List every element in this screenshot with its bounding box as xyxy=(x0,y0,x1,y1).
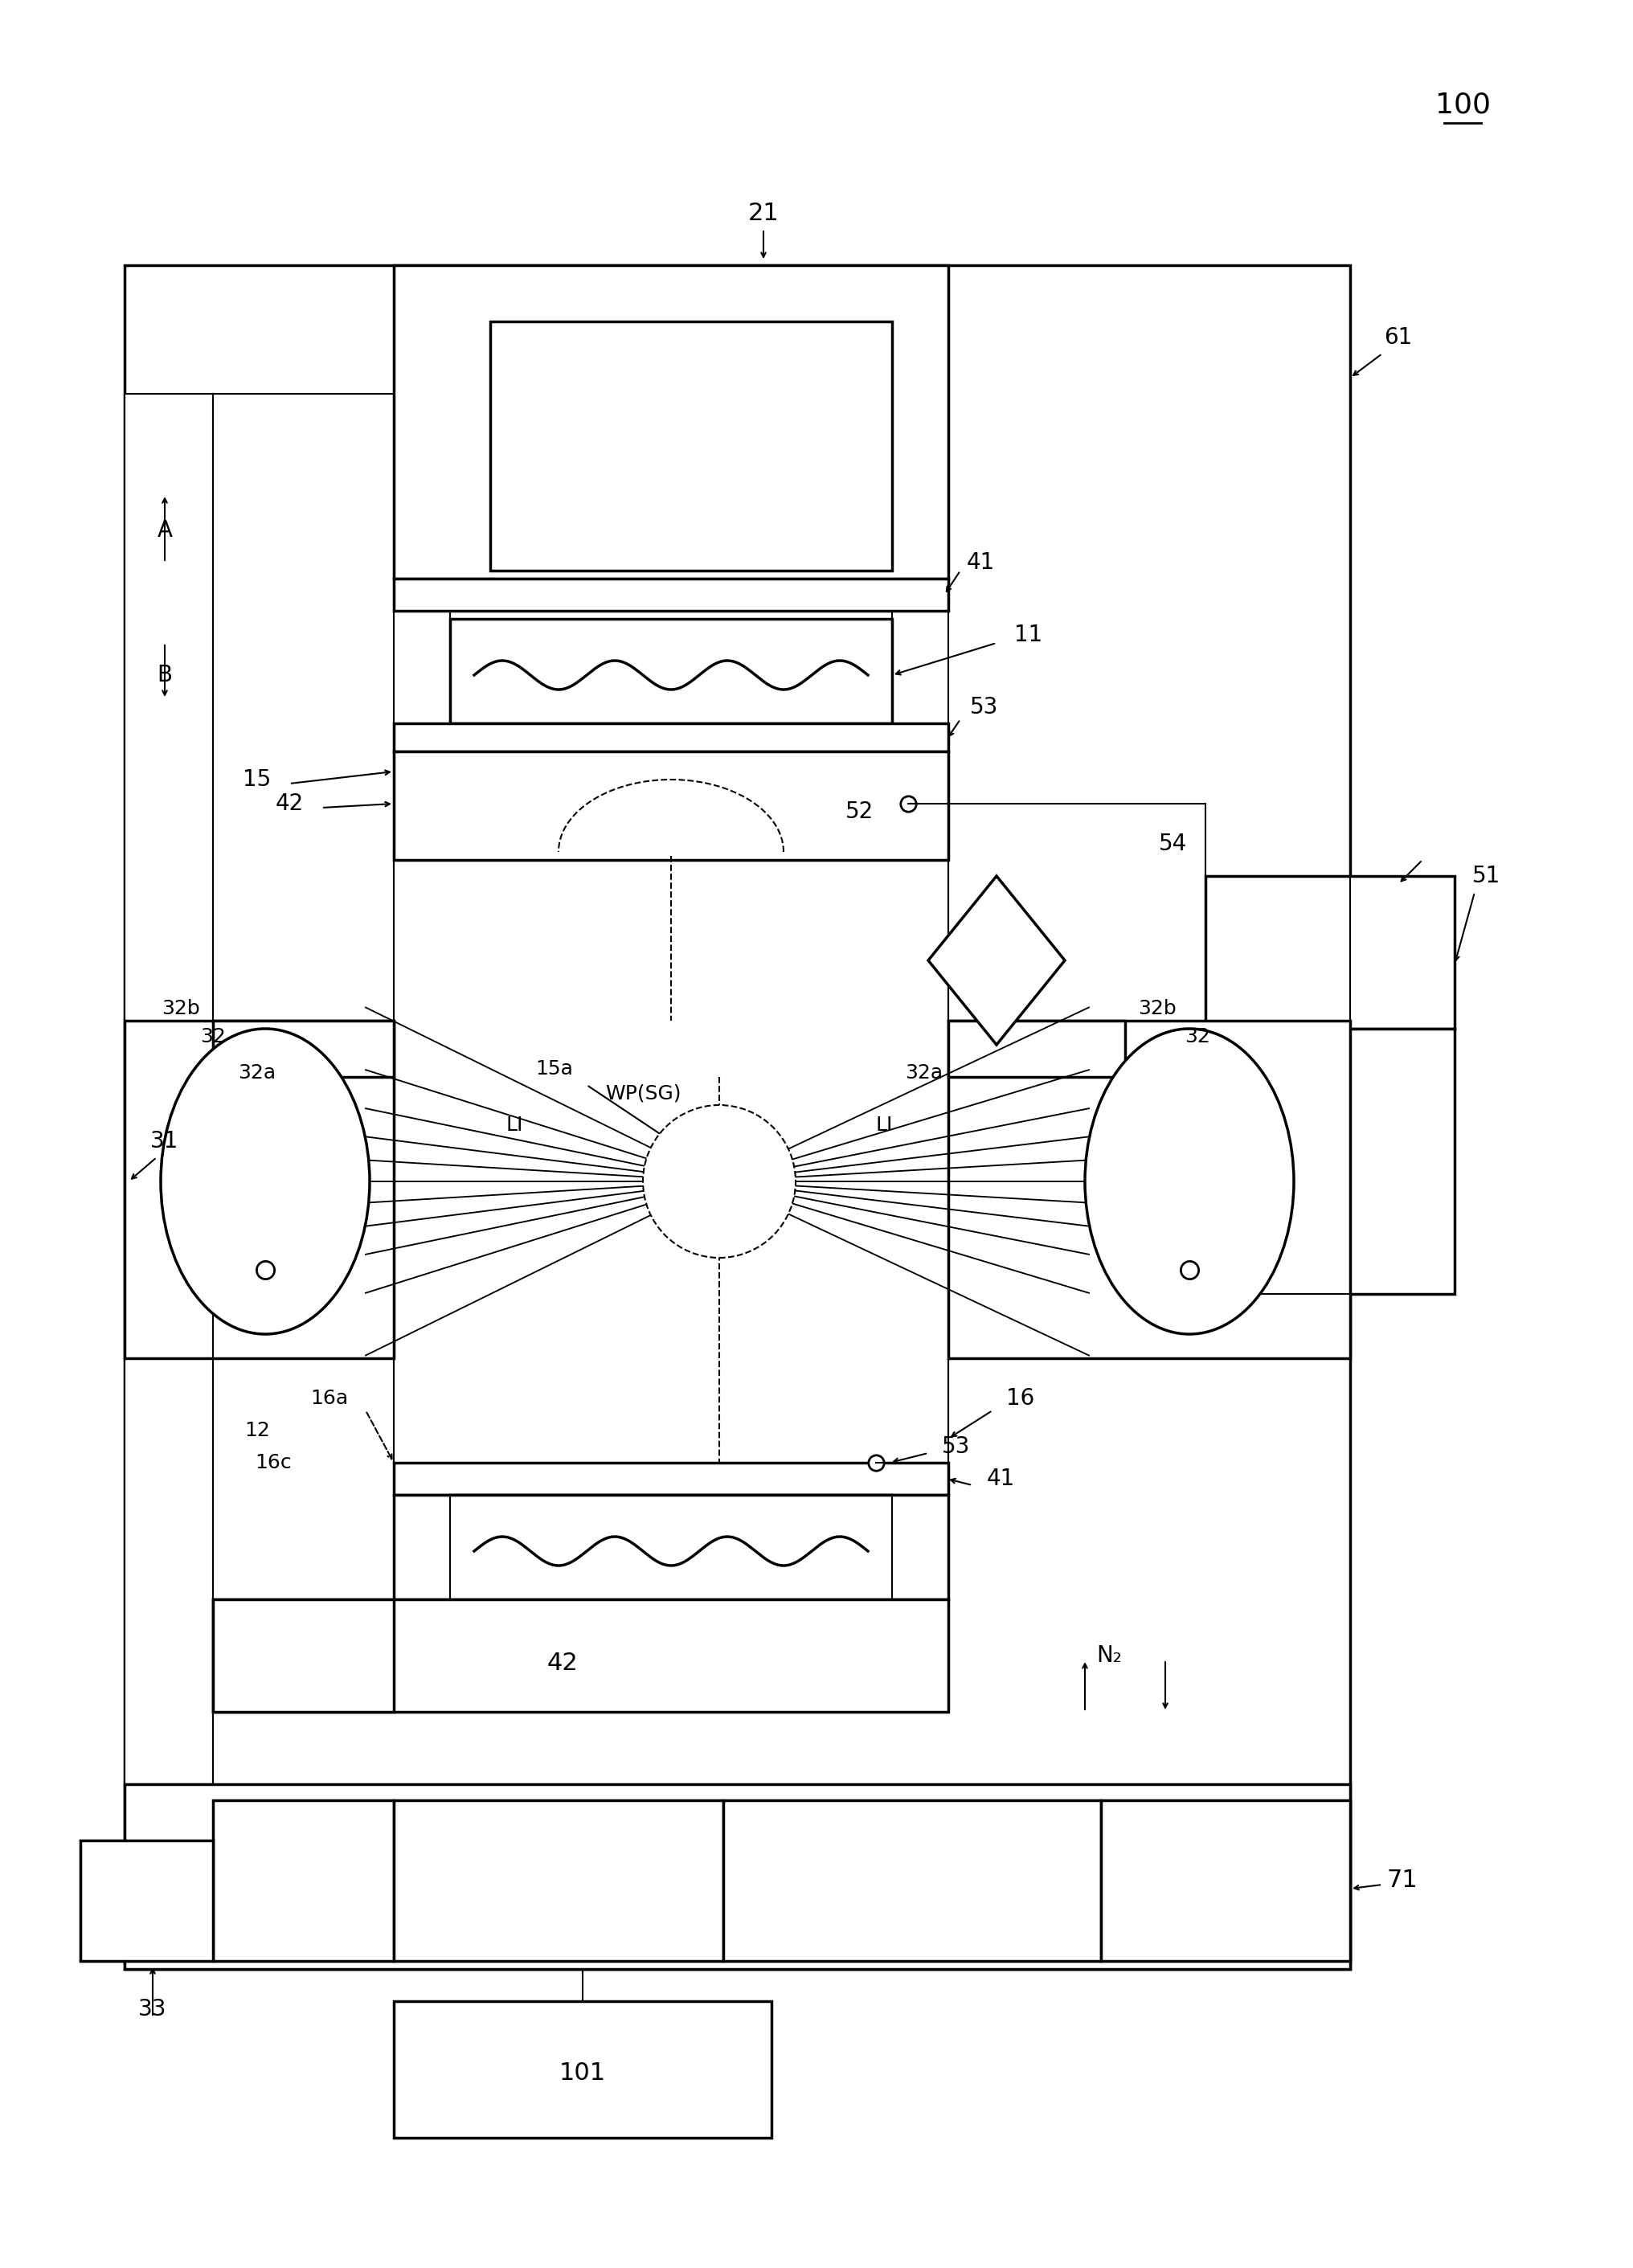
Bar xyxy=(490,322,892,572)
Text: LI: LI xyxy=(506,1116,523,1134)
Text: 41: 41 xyxy=(967,551,994,574)
Text: LI: LI xyxy=(875,1116,893,1134)
Text: B: B xyxy=(157,665,173,687)
Bar xyxy=(212,1801,394,1962)
Text: 15: 15 xyxy=(243,769,271,792)
Text: 16a: 16a xyxy=(310,1388,348,1408)
Bar xyxy=(394,751,949,860)
Text: 41: 41 xyxy=(986,1467,1014,1490)
Text: A: A xyxy=(157,519,173,542)
Text: 42: 42 xyxy=(274,792,304,814)
Bar xyxy=(394,1463,949,1495)
Text: 31: 31 xyxy=(150,1129,180,1152)
Text: 101: 101 xyxy=(558,2062,606,2084)
Bar xyxy=(394,1801,723,1962)
Bar xyxy=(124,1785,1350,1969)
Text: 32a: 32a xyxy=(905,1064,944,1082)
Bar xyxy=(124,265,1350,1969)
Text: 32a: 32a xyxy=(238,1064,276,1082)
Text: N₂: N₂ xyxy=(1096,1644,1122,1667)
Text: 100: 100 xyxy=(1435,91,1491,118)
Text: 11: 11 xyxy=(1014,624,1043,646)
Bar xyxy=(949,1021,1125,1077)
Bar xyxy=(394,2000,771,2139)
Text: 32: 32 xyxy=(201,1027,225,1046)
Text: 16: 16 xyxy=(1006,1388,1035,1411)
Bar xyxy=(949,1021,1350,1359)
Text: 51: 51 xyxy=(1473,864,1501,887)
Text: 15a: 15a xyxy=(536,1059,573,1080)
Bar xyxy=(1205,875,1455,1030)
Bar xyxy=(124,1021,394,1359)
Ellipse shape xyxy=(160,1030,369,1334)
Bar xyxy=(394,578,949,610)
Text: 54: 54 xyxy=(1159,832,1187,855)
Bar xyxy=(394,723,949,751)
Bar xyxy=(124,395,212,1785)
Bar xyxy=(451,1495,892,1599)
Text: 53: 53 xyxy=(970,696,999,719)
Text: 33: 33 xyxy=(139,1998,167,2021)
Text: 61: 61 xyxy=(1385,327,1413,349)
Text: 16d: 16d xyxy=(671,1123,710,1143)
Bar xyxy=(394,1495,949,1599)
Bar xyxy=(451,619,892,723)
Bar xyxy=(212,1599,949,1712)
Text: 32: 32 xyxy=(1184,1027,1210,1046)
Circle shape xyxy=(643,1105,795,1259)
Text: 32b: 32b xyxy=(1138,998,1176,1018)
Text: 42: 42 xyxy=(547,1651,578,1676)
Text: 21: 21 xyxy=(748,202,779,225)
Text: 16c: 16c xyxy=(255,1454,292,1472)
Text: WP(SG): WP(SG) xyxy=(604,1084,681,1102)
Bar xyxy=(1205,1030,1455,1295)
Text: 53: 53 xyxy=(942,1436,970,1458)
Text: 12: 12 xyxy=(245,1422,269,1440)
Bar xyxy=(394,265,949,578)
Bar xyxy=(212,1599,394,1712)
Bar xyxy=(212,1021,394,1077)
Text: 32b: 32b xyxy=(162,998,199,1018)
Ellipse shape xyxy=(1084,1030,1293,1334)
Text: 52: 52 xyxy=(846,801,874,823)
Bar xyxy=(80,1839,212,1962)
Text: 71: 71 xyxy=(1386,1869,1417,1892)
Bar xyxy=(723,1801,1101,1962)
Bar xyxy=(1101,1801,1350,1962)
Polygon shape xyxy=(928,875,1065,1046)
